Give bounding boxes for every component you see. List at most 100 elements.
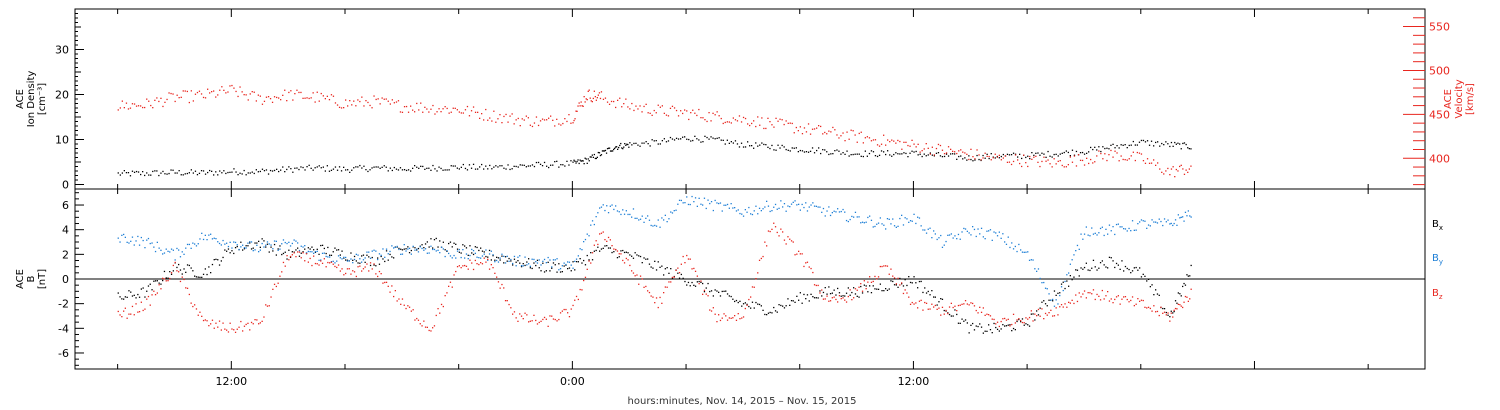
bx-point xyxy=(442,241,444,243)
bx-point xyxy=(744,302,746,304)
bx-point xyxy=(1153,294,1155,296)
bz-point xyxy=(403,304,405,306)
density-point xyxy=(645,141,647,143)
bx-point xyxy=(137,293,139,296)
by-point xyxy=(391,245,393,247)
bx-point xyxy=(156,280,158,282)
velocity-point xyxy=(294,93,296,95)
bz-point xyxy=(517,320,519,322)
bx-point xyxy=(710,290,713,292)
bx-point xyxy=(922,291,924,294)
density-point xyxy=(127,172,130,174)
by-point xyxy=(117,237,119,239)
velocity-point xyxy=(899,140,901,143)
bz-point xyxy=(170,272,173,274)
bz-point xyxy=(1052,315,1054,317)
by-point xyxy=(380,254,382,256)
by-point xyxy=(668,218,670,220)
velocity-point xyxy=(211,91,213,93)
velocity-point xyxy=(349,100,351,102)
velocity-point xyxy=(166,98,168,101)
bx-point xyxy=(140,288,142,290)
density-point xyxy=(207,171,209,174)
bz-point xyxy=(1108,300,1111,302)
bx-point xyxy=(329,254,331,256)
by-point xyxy=(195,245,198,247)
velocity-point xyxy=(271,101,274,103)
bz-point xyxy=(865,288,867,290)
bx-point xyxy=(488,249,491,252)
density-point xyxy=(597,151,599,154)
bz-point xyxy=(1055,307,1057,309)
bz-point xyxy=(1014,322,1016,324)
by-point xyxy=(913,213,915,215)
bz-point xyxy=(639,275,642,277)
bz-point xyxy=(385,281,388,283)
density-point xyxy=(470,167,473,169)
density-point xyxy=(1153,145,1155,147)
bx-point xyxy=(1144,275,1146,277)
density-point xyxy=(505,168,507,170)
bx-point xyxy=(556,271,558,273)
velocity-point xyxy=(744,117,747,120)
bz-point xyxy=(849,289,851,291)
bx-point xyxy=(1156,293,1159,295)
bz-point xyxy=(142,309,144,312)
bz-point xyxy=(172,264,174,267)
bz-point xyxy=(689,258,691,260)
velocity-point xyxy=(377,98,379,100)
by-point xyxy=(519,255,521,257)
bz-point xyxy=(261,320,263,322)
density-point xyxy=(353,167,355,169)
by-point xyxy=(591,220,594,222)
bz-point xyxy=(465,265,468,267)
velocity-point xyxy=(655,112,657,114)
bz-point xyxy=(371,268,373,270)
bz-point xyxy=(666,286,668,288)
bz-point xyxy=(1174,307,1177,310)
by-point xyxy=(126,241,128,243)
by-point xyxy=(1094,232,1096,234)
bx-series xyxy=(117,237,1192,334)
by-point xyxy=(236,244,238,246)
bz-point xyxy=(1101,289,1103,292)
bx-point xyxy=(163,270,166,273)
velocity-point xyxy=(575,110,577,112)
by-point xyxy=(796,204,798,206)
density-point xyxy=(558,166,560,168)
velocity-point xyxy=(769,121,771,123)
by-point xyxy=(146,239,148,241)
density-point xyxy=(479,166,481,168)
bz-point xyxy=(561,310,563,312)
bx-point xyxy=(860,285,862,288)
bx-point xyxy=(458,251,460,253)
by-point xyxy=(927,228,929,230)
density-point xyxy=(1126,147,1128,149)
density-point xyxy=(1061,152,1063,154)
bz-point xyxy=(1041,308,1043,310)
velocity-point xyxy=(474,111,477,113)
velocity-point xyxy=(931,146,933,148)
bz-point xyxy=(663,292,665,294)
by-point xyxy=(1089,235,1091,237)
bx-point xyxy=(1169,316,1171,318)
velocity-point xyxy=(340,107,343,109)
bz-point xyxy=(146,298,148,300)
by-point xyxy=(1174,219,1177,221)
bz-point xyxy=(1016,319,1018,321)
bx-point xyxy=(146,290,148,292)
bx-point xyxy=(1052,300,1054,302)
velocity-point xyxy=(584,101,586,103)
bz-point xyxy=(957,304,960,307)
density-point xyxy=(577,159,579,161)
by-point xyxy=(948,234,951,236)
density-point xyxy=(1144,141,1147,143)
bx-point xyxy=(886,289,889,291)
velocity-point xyxy=(1183,173,1186,175)
bz-point xyxy=(680,263,682,265)
density-point xyxy=(483,168,485,170)
bx-point xyxy=(183,268,185,270)
bx-point xyxy=(178,263,180,266)
by-point xyxy=(631,216,633,218)
density-point xyxy=(140,173,142,176)
